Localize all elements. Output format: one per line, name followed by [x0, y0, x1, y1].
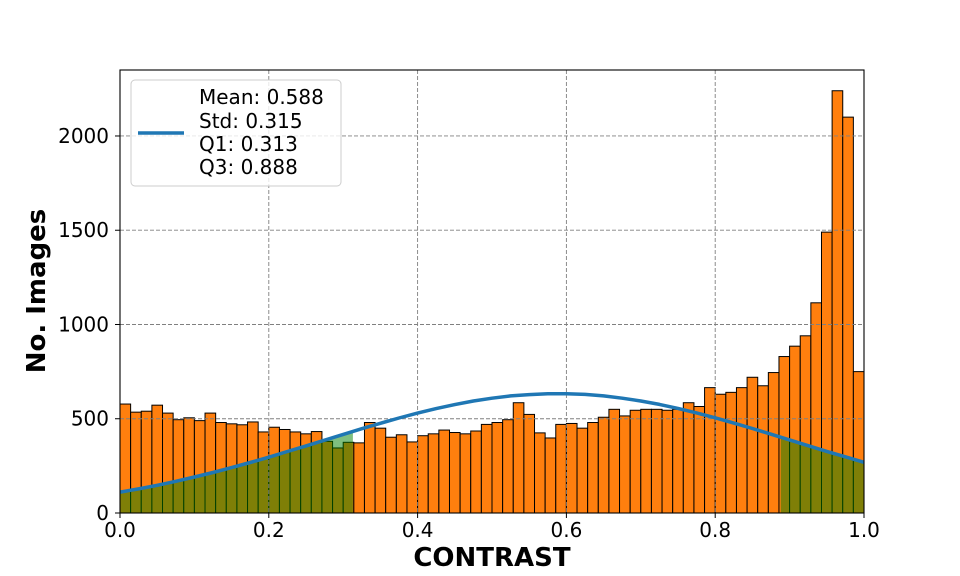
- histogram-bar: [725, 391, 737, 514]
- y-tick-labels: 0 500 1000 1500 2000: [58, 124, 109, 525]
- histogram-bar: [565, 422, 578, 514]
- x-axis-label: CONTRAST: [413, 543, 571, 573]
- histogram-bar: [704, 387, 716, 514]
- x-tick-label: 1.0: [848, 518, 880, 542]
- q3-shaded-region: [780, 437, 864, 513]
- histogram-bar: [502, 419, 514, 514]
- histogram-bar: [682, 402, 695, 514]
- y-tick-label: 500: [71, 407, 109, 431]
- histogram-bar: [374, 427, 387, 514]
- histogram-bar: [427, 433, 440, 514]
- x-tick-label: 0.2: [253, 518, 285, 542]
- legend-label-q1: Q1: 0.313: [199, 132, 298, 156]
- histogram-bar: [544, 437, 557, 514]
- histogram-bar: [587, 422, 599, 514]
- normal-fit-curve: [119, 391, 865, 494]
- histogram-bar: [417, 435, 429, 514]
- legend-label-std: Std: 0.315: [199, 109, 303, 133]
- y-tick-label: 2000: [58, 124, 109, 148]
- histogram-bar: [363, 422, 376, 514]
- quartile-shading: [120, 431, 864, 513]
- plot-frame: [119, 69, 865, 514]
- y-tick-label: 1500: [58, 218, 109, 242]
- legend-label-mean: Mean: 0.588: [199, 85, 324, 109]
- y-tick-label: 0: [96, 501, 109, 525]
- histogram-bar: [640, 408, 652, 514]
- histogram-bar: [619, 415, 631, 514]
- histogram-bar: [693, 405, 706, 514]
- histogram-bar: [438, 429, 450, 514]
- legend-label-q3: Q3: 0.888: [199, 155, 298, 179]
- histogram-bar: [746, 376, 759, 514]
- histogram-bar: [523, 413, 536, 514]
- x-tick-label: 0.4: [402, 518, 434, 542]
- x-tick-label: 0.8: [699, 518, 731, 542]
- histogram-bar: [831, 90, 844, 514]
- histogram-bar: [629, 409, 642, 514]
- y-axis-label: No. Images: [22, 209, 52, 374]
- histogram-bar: [661, 409, 674, 514]
- histogram-bar: [491, 422, 504, 514]
- histogram-bar: [757, 385, 769, 514]
- x-tick-label: 0.6: [550, 518, 582, 542]
- histogram-bar: [406, 441, 419, 514]
- histogram-bar: [459, 433, 472, 514]
- histogram-bar: [395, 434, 408, 514]
- x-tick-labels: 0.0 0.2 0.4 0.6 0.8 1.0: [104, 518, 880, 542]
- histogram-bar: [597, 416, 610, 514]
- histogram-bar: [608, 408, 621, 514]
- legend-box: [130, 79, 342, 187]
- legend: Mean: 0.588 Std: 0.315 Q1: 0.313 Q3: 0.8…: [130, 79, 342, 187]
- histogram-bar: [512, 402, 525, 514]
- histogram-bar: [534, 432, 546, 514]
- histogram-bar: [448, 432, 461, 514]
- histogram-bar: [650, 408, 663, 514]
- histogram-bar: [735, 387, 748, 514]
- histogram-bar: [385, 436, 397, 514]
- x-tick-label: 0.0: [104, 518, 136, 542]
- histogram-bar: [842, 116, 854, 514]
- y-tick-label: 1000: [58, 313, 109, 337]
- histogram-bar: [353, 442, 365, 514]
- q1-shaded-region: [120, 431, 353, 513]
- histogram-bar: [767, 372, 780, 514]
- histogram-bar: [576, 427, 589, 514]
- histogram-bar: [470, 430, 482, 514]
- histogram-bar: [672, 408, 684, 514]
- histogram-bar: [555, 423, 567, 514]
- histogram-bar: [480, 423, 493, 514]
- histogram-bar: [714, 393, 727, 514]
- tick-marks: [115, 135, 865, 518]
